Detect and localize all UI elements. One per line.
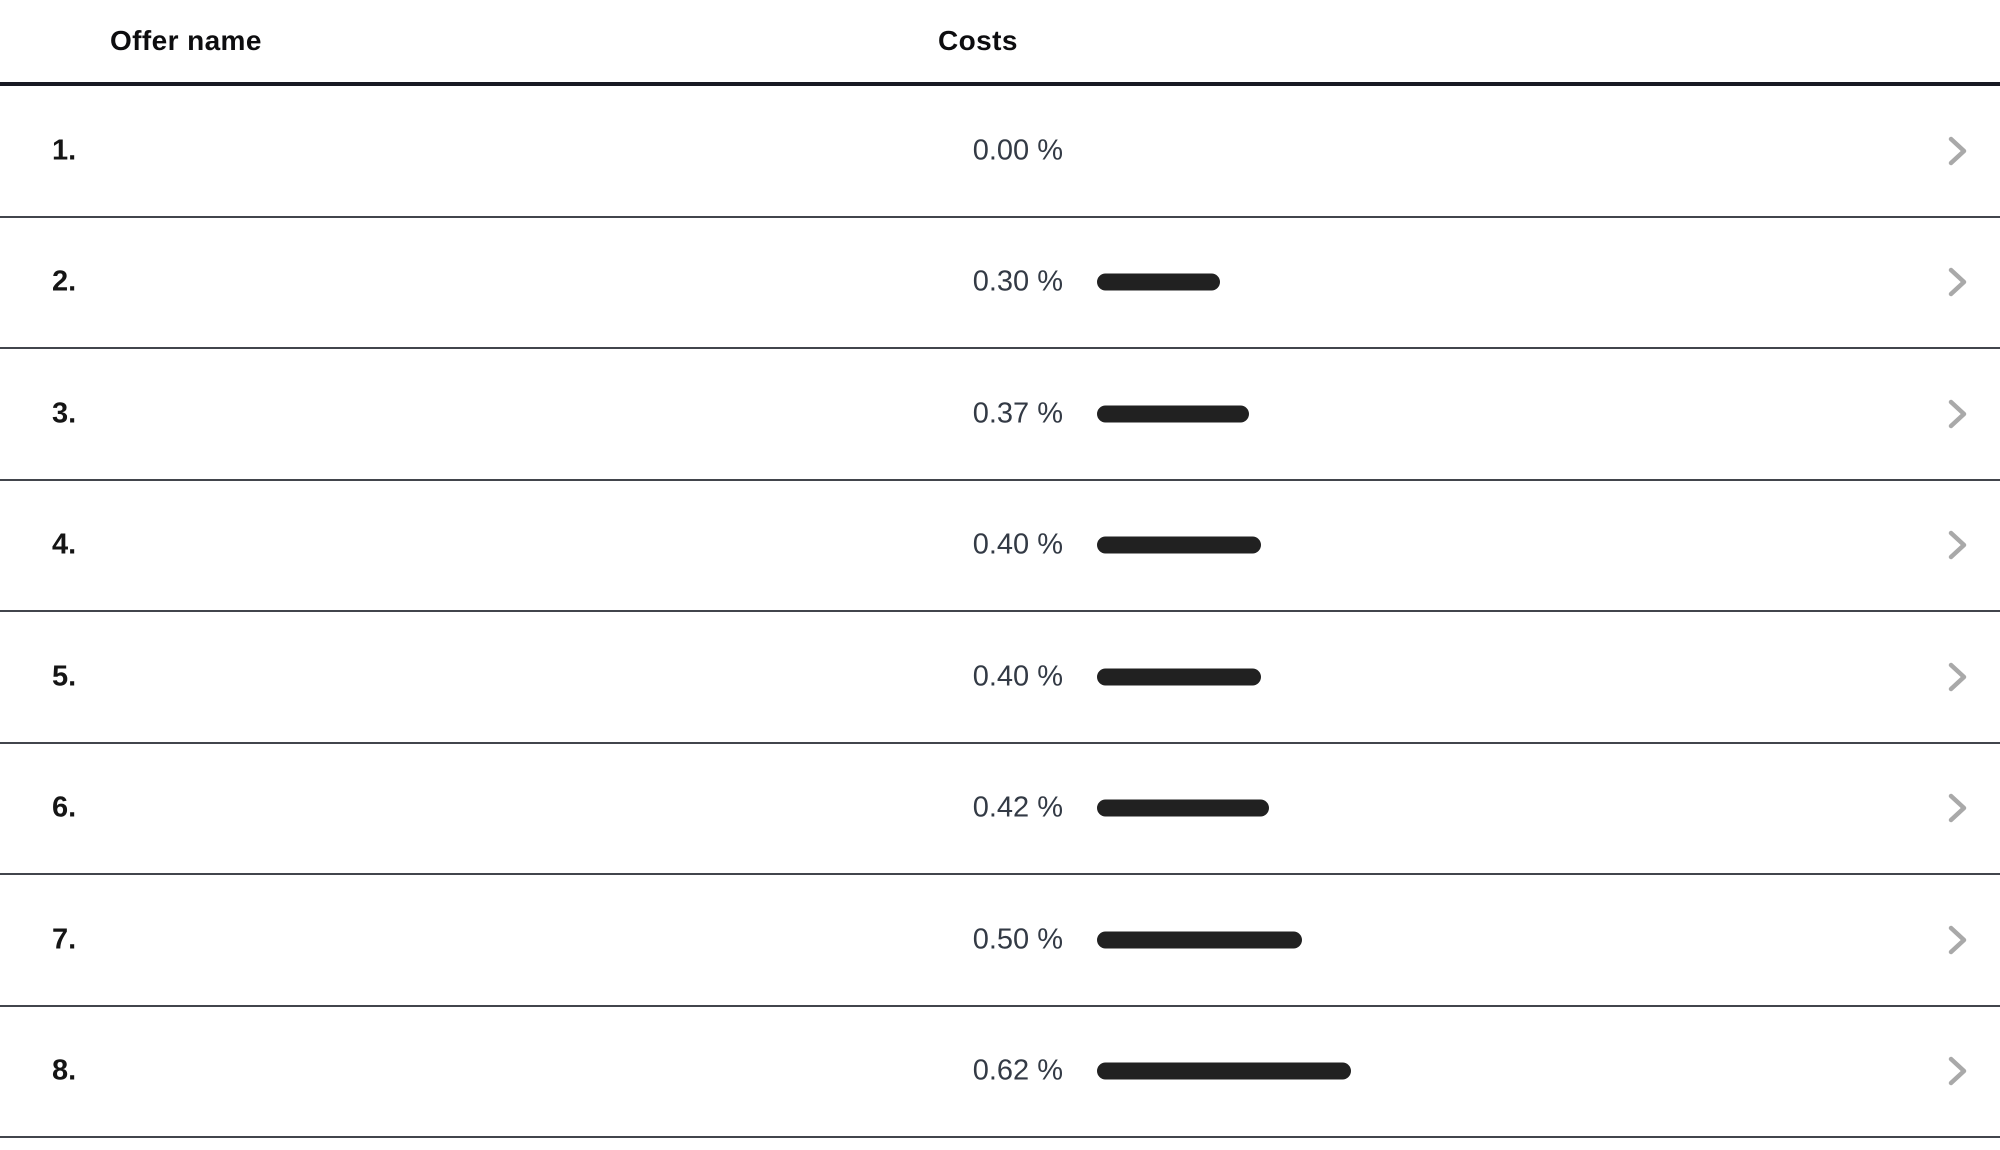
table-row[interactable]: 1. 0.00 % — [0, 86, 2000, 218]
chevron-right-icon[interactable] — [1944, 790, 1972, 826]
table-row[interactable]: 4. 0.40 % — [0, 480, 2000, 612]
cost-value: 0.50 % — [972, 923, 1063, 956]
cost-value: 0.00 % — [972, 134, 1063, 167]
cost-bar — [1097, 1062, 1352, 1080]
cost-value: 0.40 % — [972, 660, 1063, 693]
row-rank: 6. — [52, 791, 77, 824]
cost-bar — [1097, 931, 1302, 949]
row-rank: 8. — [52, 1054, 77, 1087]
chevron-right-icon[interactable] — [1944, 659, 1972, 695]
chevron-right-icon[interactable] — [1944, 396, 1972, 432]
cost-value: 0.30 % — [972, 265, 1063, 298]
table-body: 1. 0.00 % 2. 0.30 % 3. 0.37 % 4. — [0, 86, 2000, 1138]
row-rank: 1. — [52, 134, 77, 167]
table-header: Offer name Costs — [0, 0, 2000, 86]
cost-bar — [1097, 668, 1261, 686]
cost-value: 0.37 % — [972, 397, 1063, 430]
table-row[interactable]: 5. 0.40 % — [0, 612, 2000, 744]
cost-value: 0.62 % — [972, 1054, 1063, 1087]
cost-bar — [1097, 799, 1270, 817]
cost-value: 0.42 % — [972, 791, 1063, 824]
row-rank: 4. — [52, 528, 77, 561]
table-row[interactable]: 7. 0.50 % — [0, 875, 2000, 1007]
chevron-right-icon[interactable] — [1944, 527, 1972, 563]
table-row[interactable]: 6. 0.42 % — [0, 743, 2000, 875]
column-header-costs: Costs — [938, 25, 1018, 56]
column-header-offer-name: Offer name — [110, 25, 262, 56]
cost-value: 0.40 % — [972, 528, 1063, 561]
table-row[interactable]: 8. 0.62 % — [0, 1006, 2000, 1138]
chevron-right-icon[interactable] — [1944, 133, 1972, 169]
row-rank: 7. — [52, 923, 77, 956]
cost-bar — [1097, 536, 1261, 554]
cost-bar — [1097, 405, 1249, 423]
row-rank: 5. — [52, 660, 77, 693]
chevron-right-icon[interactable] — [1944, 264, 1972, 300]
chevron-right-icon[interactable] — [1944, 1053, 1972, 1089]
cost-bar — [1097, 273, 1220, 291]
table-row[interactable]: 3. 0.37 % — [0, 349, 2000, 481]
row-rank: 2. — [52, 265, 77, 298]
table-row[interactable]: 2. 0.30 % — [0, 217, 2000, 349]
chevron-right-icon[interactable] — [1944, 922, 1972, 958]
row-rank: 3. — [52, 397, 77, 430]
